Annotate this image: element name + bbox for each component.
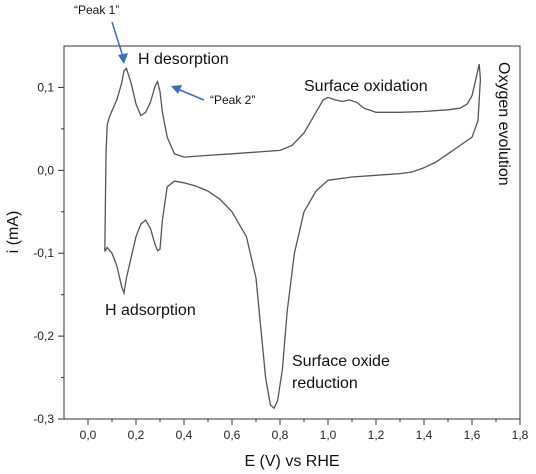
annotation-peak-1: “Peak 1” xyxy=(74,3,119,17)
x-tick-label: 0,6 xyxy=(224,428,241,442)
x-axis-title: E (V) vs RHE xyxy=(244,453,339,470)
y-tick-label: -0,1 xyxy=(33,246,54,260)
arrow-peak-1-shaft xyxy=(111,21,125,61)
arrow-peak-1 xyxy=(111,21,128,64)
plot-frame xyxy=(63,45,521,420)
cv-curve xyxy=(104,64,482,410)
arrow-peak-2 xyxy=(171,85,205,101)
x-tick-label: 0,0 xyxy=(80,428,97,442)
arrow-peak-2-shaft xyxy=(174,87,205,101)
x-tick-label: 1,8 xyxy=(512,428,529,442)
y-tick-label: 0,0 xyxy=(37,163,54,177)
x-axis-ticks: 0,0 0,2 0,4 0,6 0,8 1,0 1,2 1,4 1,6 1,8 xyxy=(80,419,529,442)
y-tick-label: -0,3 xyxy=(33,412,54,426)
x-tick-label: 0,4 xyxy=(176,428,193,442)
annotation-h-adsorption: H adsorption xyxy=(105,302,196,319)
y-tick-label: 0,1 xyxy=(37,80,54,94)
annotation-surface-oxide-line2: reduction xyxy=(292,375,358,392)
x-tick-label: 0,2 xyxy=(128,428,145,442)
x-tick-label: 1,0 xyxy=(320,428,337,442)
annotation-oxygen-evolution: Oxygen evolution xyxy=(495,62,512,186)
annotation-peak-2: “Peak 2” xyxy=(210,93,255,107)
arrow-peak-2-head xyxy=(171,85,182,94)
x-tick-label: 1,6 xyxy=(464,428,481,442)
y-axis-ticks: -0,3 -0,2 -0,1 0,0 0,1 xyxy=(33,80,64,426)
x-tick-label: 1,4 xyxy=(416,428,433,442)
y-axis-title: i (mA) xyxy=(5,211,22,254)
y-tick-label: -0,2 xyxy=(33,329,54,343)
arrow-peak-1-head xyxy=(118,53,128,64)
x-tick-label: 0,8 xyxy=(272,428,289,442)
annotation-surface-oxidation: Surface oxidation xyxy=(304,78,428,95)
annotation-h-desorption: H desorption xyxy=(138,51,229,68)
x-tick-label: 1,2 xyxy=(368,428,385,442)
annotation-surface-oxide-line1: Surface oxide xyxy=(292,353,390,370)
